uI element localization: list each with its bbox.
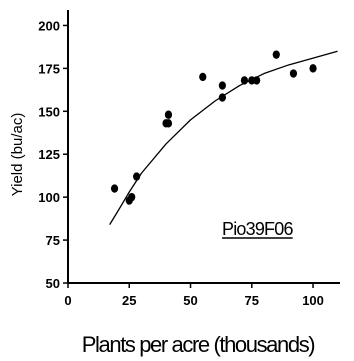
x-tick-label: 25: [122, 293, 136, 308]
data-point: [218, 93, 226, 102]
annotation: Pio39F06: [222, 219, 294, 239]
fit-curve: [109, 50, 338, 225]
x-axis-title: Plants per acre (thousands): [82, 332, 315, 357]
y-tick-label: 125: [38, 147, 60, 162]
data-point: [128, 192, 136, 202]
data-point: [199, 72, 207, 82]
data-point: [289, 69, 298, 78]
data-points: [110, 50, 317, 205]
y-axis-title: Yield (bu/ac): [9, 113, 26, 197]
data-point: [164, 119, 173, 128]
axes: [67, 10, 340, 284]
y-tick-label: 150: [38, 104, 60, 119]
data-point: [164, 110, 173, 119]
y-tick-label: 50: [46, 276, 60, 291]
data-point: [110, 184, 119, 193]
x-tick-label: 0: [64, 293, 71, 308]
y-tick-label: 200: [38, 18, 60, 33]
data-point: [272, 50, 280, 59]
data-point: [218, 81, 226, 90]
fit-curve-group: [109, 50, 338, 225]
ticks: 50 75 100 125 150 175 200 0 25 50 75 100: [38, 18, 324, 308]
x-tick-label: 100: [302, 293, 324, 308]
data-point: [309, 64, 317, 73]
y-tick-label: 75: [46, 233, 60, 248]
y-tick-label: 100: [38, 190, 60, 205]
y-tick-label: 175: [38, 61, 60, 76]
data-point: [253, 76, 261, 85]
data-point: [240, 76, 249, 85]
x-tick-label: 50: [183, 293, 197, 308]
annotation-label: Pio39F06: [222, 219, 293, 239]
data-point: [133, 172, 141, 181]
x-tick-label: 75: [245, 293, 259, 308]
